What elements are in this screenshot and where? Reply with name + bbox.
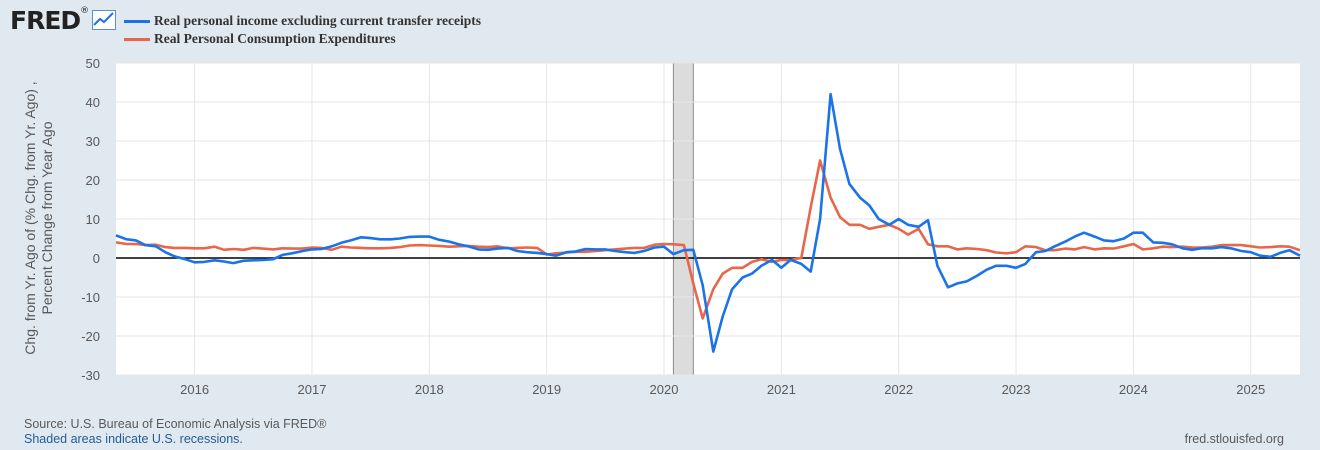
legend-label-income: Real personal income excluding current t… — [154, 13, 481, 28]
x-tick-label: 2021 — [767, 382, 796, 397]
y-tick-label: 40 — [86, 95, 100, 110]
legend-label-pce: Real Personal Consumption Expenditures — [154, 31, 396, 46]
chart-legend: Real personal income excluding current t… — [124, 12, 481, 48]
fred-logo-text: FRED — [10, 6, 81, 35]
chart-footer: Source: U.S. Bureau of Economic Analysis… — [24, 417, 326, 447]
legend-swatch-pce — [124, 37, 150, 41]
x-tick-label: 2020 — [650, 382, 679, 397]
y-tick-label: -30 — [81, 368, 100, 383]
source-note: Source: U.S. Bureau of Economic Analysis… — [24, 417, 327, 431]
x-tick-label: 2023 — [1002, 382, 1031, 397]
series-line-income — [115, 92, 1301, 353]
x-tick-label: 2019 — [532, 382, 561, 397]
y-tick-label: 20 — [86, 173, 100, 188]
series-line-pce — [115, 159, 1301, 320]
x-tick-label: 2022 — [884, 382, 913, 397]
y-tick-label: 0 — [93, 251, 100, 266]
y-tick-label: 30 — [86, 134, 100, 149]
legend-swatch-income — [124, 19, 150, 23]
x-tick-label: 2018 — [415, 382, 444, 397]
chart-header: FRED® Real personal income excluding cur… — [0, 0, 1320, 50]
y-tick-label: 50 — [86, 56, 100, 71]
x-tick-label: 2016 — [180, 382, 209, 397]
y-tick-label: -20 — [81, 329, 100, 344]
x-tick-label: 2024 — [1119, 382, 1148, 397]
fred-url-link[interactable]: fred.stlouisfed.org — [1184, 432, 1284, 446]
y-tick-label: 10 — [86, 212, 100, 227]
legend-item-pce[interactable]: Real Personal Consumption Expenditures — [124, 30, 481, 48]
x-tick-label: 2017 — [298, 382, 327, 397]
recession-note[interactable]: Shaded areas indicate U.S. recessions. — [24, 432, 243, 446]
fred-logo[interactable]: FRED® — [10, 6, 89, 35]
legend-item-income[interactable]: Real personal income excluding current t… — [124, 12, 481, 30]
y-tick-label: -10 — [81, 290, 100, 305]
fred-logo-registered: ® — [80, 6, 89, 16]
fred-graph-icon — [92, 10, 116, 30]
x-tick-label: 2025 — [1236, 382, 1265, 397]
